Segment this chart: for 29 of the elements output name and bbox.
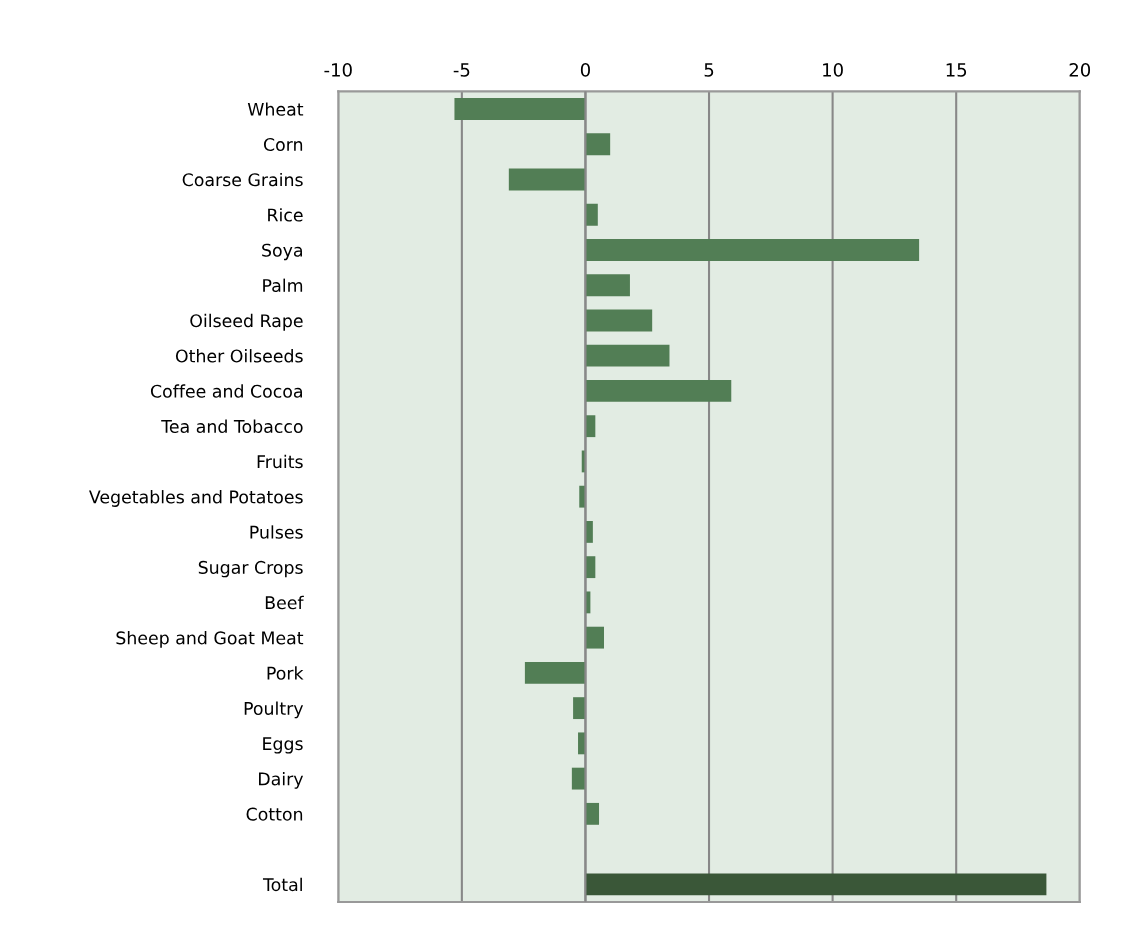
x-tick-label: 5 (704, 63, 714, 77)
y-tick-label: Sheep and Goat Meat (116, 631, 304, 648)
y-tick-label: Pork (267, 666, 304, 680)
y-tick-label: Beef (265, 595, 304, 610)
y-tick-label: Cotton (246, 807, 303, 821)
y-tick-label: Coarse Grains (182, 172, 303, 187)
y-tick-label: Tea and Tobacco (161, 419, 303, 434)
y-tick-label: Poultry (244, 701, 304, 719)
x-tick-label: 10 (823, 63, 843, 77)
y-tick-label: Pulses (250, 525, 303, 539)
y-tick-label: Sugar Crops (198, 560, 303, 578)
y-tick-label: Rice (268, 208, 303, 222)
y-tick-label: Corn (263, 137, 303, 152)
y-tick-label: Oilseed Rape (190, 313, 303, 331)
y-tick-label: Soya (262, 243, 302, 261)
y-tick-label: Vegetables and Potatoes (89, 490, 303, 507)
y-tick-label: Palm (263, 278, 303, 293)
x-tick-label: -10 (324, 63, 352, 77)
y-tick-label: Fruits (257, 454, 303, 469)
x-tick-label: 15 (946, 63, 967, 77)
x-tick-label: 20 (1069, 63, 1091, 77)
y-tick-label: Eggs (263, 737, 303, 754)
x-tick-label: 0 (580, 63, 590, 77)
y-tick-label: Coffee and Cocoa (150, 384, 302, 398)
y-tick-label: Wheat (247, 102, 304, 116)
y-tick-label: Total (262, 877, 302, 892)
y-tick-label: Other Oilseeds (175, 349, 303, 363)
y-tick-label: Dairy (259, 772, 304, 789)
x-tick-label: -5 (453, 63, 470, 77)
